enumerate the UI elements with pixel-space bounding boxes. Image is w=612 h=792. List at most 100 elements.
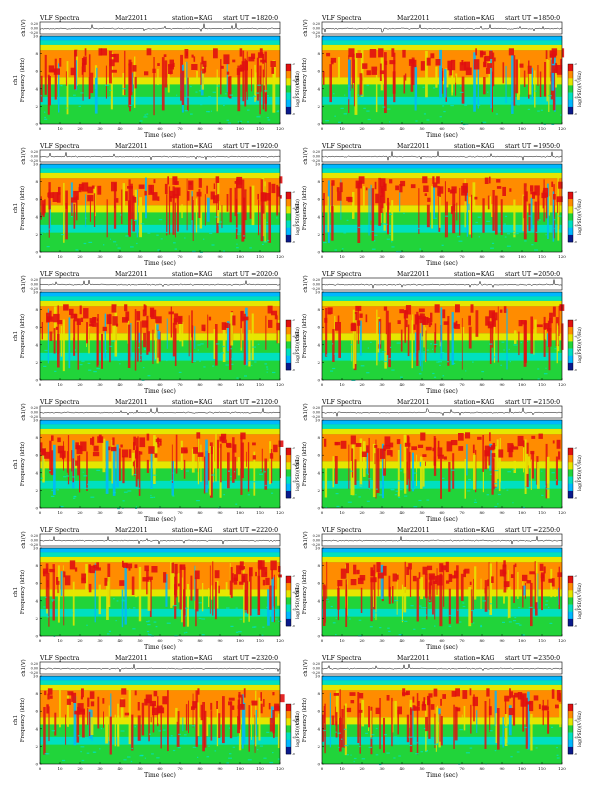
spectrogram-speckle bbox=[412, 472, 417, 474]
spectrogram-speckle bbox=[527, 340, 529, 342]
spectrogram-streak bbox=[67, 435, 70, 485]
frequency-tick-label: 2 bbox=[317, 616, 320, 621]
spectrogram-speckle bbox=[472, 361, 474, 363]
time-tick-label: 50 bbox=[137, 766, 143, 771]
spectrogram-patch bbox=[46, 580, 49, 588]
spectrogram-speckle bbox=[553, 227, 555, 230]
spectrogram-streak bbox=[416, 693, 419, 755]
spectrogram-patch bbox=[551, 578, 555, 587]
spectrogram-patch bbox=[260, 192, 267, 202]
spectrogram-patch bbox=[80, 441, 87, 452]
frequency-tick-label: 10 bbox=[315, 546, 321, 551]
frequency-tick-label: 8 bbox=[317, 691, 320, 696]
spectrogram-speckle bbox=[51, 730, 55, 732]
spectrogram-patch bbox=[84, 48, 87, 56]
spectrogram-speckle bbox=[480, 624, 482, 627]
spectrogram-speckle bbox=[390, 346, 392, 348]
colorbar-segment bbox=[568, 199, 573, 207]
spectrogram-speckle bbox=[551, 726, 554, 728]
time-tick-label: 70 bbox=[459, 766, 465, 771]
spectrogram-streak bbox=[222, 696, 225, 744]
spectrogram-patch bbox=[100, 48, 107, 56]
amplitude-trace bbox=[39, 536, 281, 546]
spectrogram-streak bbox=[491, 204, 494, 217]
spectrogram-speckle bbox=[477, 104, 481, 106]
spectrogram-patch bbox=[111, 446, 117, 452]
spectrogram-streak bbox=[341, 709, 344, 748]
spectrogram-speckle bbox=[123, 230, 128, 232]
spectrogram-streak bbox=[433, 456, 436, 466]
spectrogram-patch bbox=[213, 48, 218, 59]
spectrogram-streak bbox=[435, 66, 438, 88]
spectrogram-band bbox=[40, 556, 280, 563]
spectrogram-speckle bbox=[535, 231, 538, 233]
spectrogram-speckle bbox=[277, 110, 279, 112]
spectrogram-speckle bbox=[44, 116, 46, 119]
spectrogram-streak bbox=[404, 561, 406, 593]
colorbar-label: log(PSD)(V²/Hz) bbox=[295, 455, 301, 491]
spectrogram-speckle bbox=[212, 91, 216, 93]
frequency-tick-label: 8 bbox=[35, 179, 38, 184]
spectrogram-patch bbox=[260, 703, 263, 714]
spectrogram-speckle bbox=[354, 485, 358, 487]
spectrogram-streak bbox=[517, 59, 520, 100]
spectrogram-patch bbox=[436, 176, 440, 184]
spectrogram-speckle bbox=[474, 612, 477, 614]
spectrogram-speckle bbox=[368, 478, 372, 480]
spectrogram-speckle bbox=[503, 349, 505, 351]
spectrogram-patch bbox=[97, 436, 104, 443]
spectrogram-patch bbox=[97, 185, 102, 195]
spectrogram-speckle bbox=[198, 90, 202, 92]
frequency-tick-label: 2 bbox=[35, 232, 38, 237]
spectrogram-speckle bbox=[266, 371, 268, 373]
time-axis-label: Time (sec) bbox=[426, 772, 458, 779]
spectrogram-patch bbox=[47, 192, 54, 199]
spectrogram-streak bbox=[62, 319, 65, 372]
time-tick-label: 90 bbox=[217, 766, 223, 771]
spectrogram-speckle bbox=[480, 626, 483, 628]
spectrogram-speckle bbox=[391, 241, 393, 243]
frequency-tick-label: 4 bbox=[317, 470, 320, 475]
spectrogram-patch bbox=[483, 56, 487, 67]
spectrogram-speckle bbox=[196, 500, 200, 502]
time-tick-label: 110 bbox=[256, 510, 264, 515]
spectrogram-patch bbox=[87, 186, 93, 194]
colorbar-segment bbox=[286, 476, 291, 484]
spectrogram-patch bbox=[540, 574, 545, 579]
spectrogram-patch bbox=[272, 692, 275, 696]
spectrogram-speckle bbox=[393, 736, 398, 738]
spectrogram-speckle bbox=[378, 494, 383, 496]
spectrogram-speckle bbox=[100, 728, 103, 730]
spectrogram-streak bbox=[324, 461, 328, 498]
time-tick-label: 70 bbox=[177, 254, 183, 259]
spectrogram-speckle bbox=[494, 750, 497, 752]
spectrogram-speckle bbox=[257, 84, 261, 86]
spectrogram-patch bbox=[50, 69, 56, 73]
spectrogram-speckle bbox=[391, 489, 395, 491]
spectrogram-streak bbox=[120, 698, 124, 721]
spectrogram-speckle bbox=[433, 87, 436, 89]
colorbar-segment bbox=[286, 334, 291, 342]
spectrogram-patch bbox=[278, 566, 281, 573]
spectrogram-patch bbox=[203, 327, 206, 332]
spectrogram-streak bbox=[203, 456, 206, 494]
spectrogram-speckle bbox=[558, 229, 561, 231]
spectrogram-band bbox=[322, 556, 562, 563]
spectrogram-patch bbox=[412, 696, 415, 703]
spectrogram-streak bbox=[324, 703, 326, 754]
colorbar-segment bbox=[286, 234, 291, 243]
spectrogram-patch bbox=[201, 324, 206, 331]
channel-label: ch1 bbox=[295, 331, 301, 341]
spectrogram-patch bbox=[173, 194, 179, 199]
spectrogram-streak bbox=[73, 204, 76, 229]
spectrogram-speckle bbox=[192, 360, 197, 362]
spectrogram-streak bbox=[424, 573, 428, 599]
colorbar-segment bbox=[568, 746, 573, 755]
spectrogram-speckle bbox=[434, 217, 437, 219]
spectrogram-patch bbox=[262, 579, 266, 586]
panel-header-date: Mar22011 bbox=[397, 271, 430, 278]
spectrogram-band bbox=[40, 104, 280, 124]
spectrogram-patch bbox=[44, 690, 47, 696]
spectrogram-speckle bbox=[468, 100, 471, 102]
spectrogram-streak bbox=[188, 700, 189, 734]
